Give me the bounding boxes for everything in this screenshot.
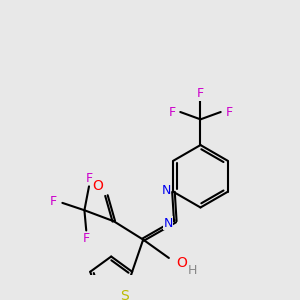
Text: N: N [161, 184, 171, 196]
Text: O: O [92, 179, 103, 194]
Text: F: F [50, 196, 57, 208]
Text: F: F [169, 106, 176, 118]
Text: S: S [120, 290, 128, 300]
Text: F: F [225, 106, 233, 118]
Text: F: F [83, 232, 90, 245]
Text: O: O [176, 256, 187, 270]
Text: H: H [188, 264, 197, 277]
Text: N: N [163, 217, 172, 230]
Text: F: F [197, 87, 204, 100]
Text: F: F [85, 172, 93, 184]
